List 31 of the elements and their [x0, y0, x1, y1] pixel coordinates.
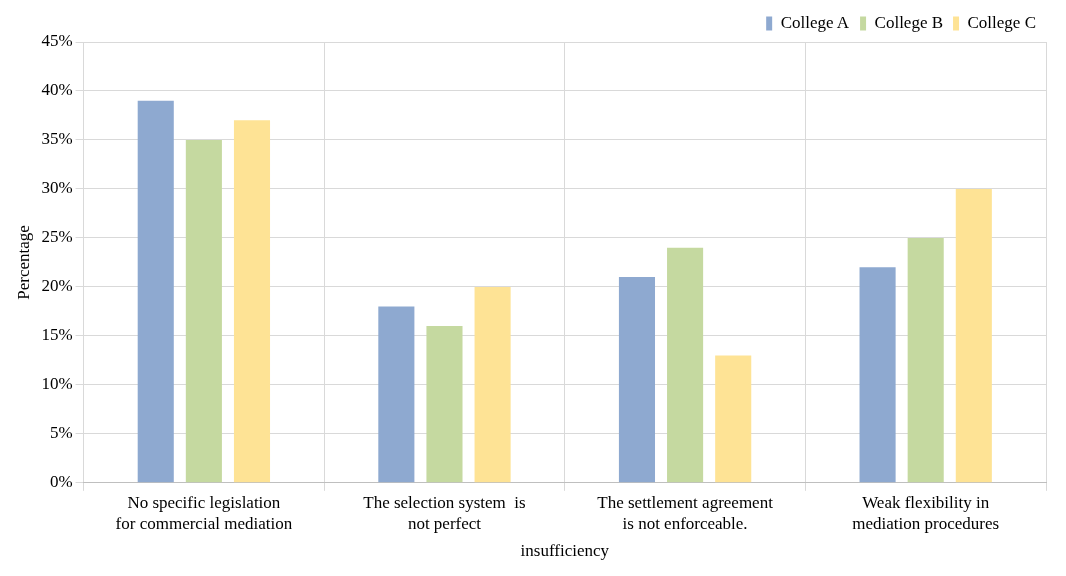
bar	[618, 277, 656, 483]
bar	[185, 139, 222, 483]
y-tick-label: 45%	[41, 31, 73, 51]
x-tick-label: Weak flexibility in mediation procedures	[852, 493, 1000, 533]
x-axis-title: insufficiency	[520, 541, 610, 561]
y-tick-label: 35%	[41, 129, 73, 149]
legend-label: College A	[780, 12, 850, 32]
bar	[667, 247, 704, 483]
bar	[474, 286, 511, 483]
bar	[137, 100, 174, 483]
y-tick-label: 25%	[41, 227, 73, 247]
bar	[233, 120, 271, 483]
x-tick-label: The settlement agreement is not enforceable.	[597, 493, 774, 533]
bar	[426, 326, 463, 483]
legend-label: College C	[967, 12, 1036, 32]
y-tick-label: 20%	[41, 276, 73, 296]
bar	[907, 237, 944, 483]
x-tick-label: No specific legislation for commercial mediation	[115, 493, 293, 533]
bar	[378, 306, 415, 483]
y-axis-title: Percentage	[13, 225, 33, 300]
y-tick-label: 30%	[41, 178, 73, 198]
y-tick-label: 40%	[41, 80, 73, 100]
y-tick-label: 15%	[41, 325, 73, 345]
bar	[859, 267, 896, 483]
y-tick-label: 10%	[41, 374, 73, 394]
bar	[715, 355, 752, 483]
legend-label: College B	[874, 12, 944, 32]
y-tick-label: 0%	[49, 472, 73, 492]
x-tick-label: The selection system is not perfect	[363, 493, 526, 533]
y-tick-label: 5%	[49, 423, 73, 443]
bar	[955, 188, 992, 483]
